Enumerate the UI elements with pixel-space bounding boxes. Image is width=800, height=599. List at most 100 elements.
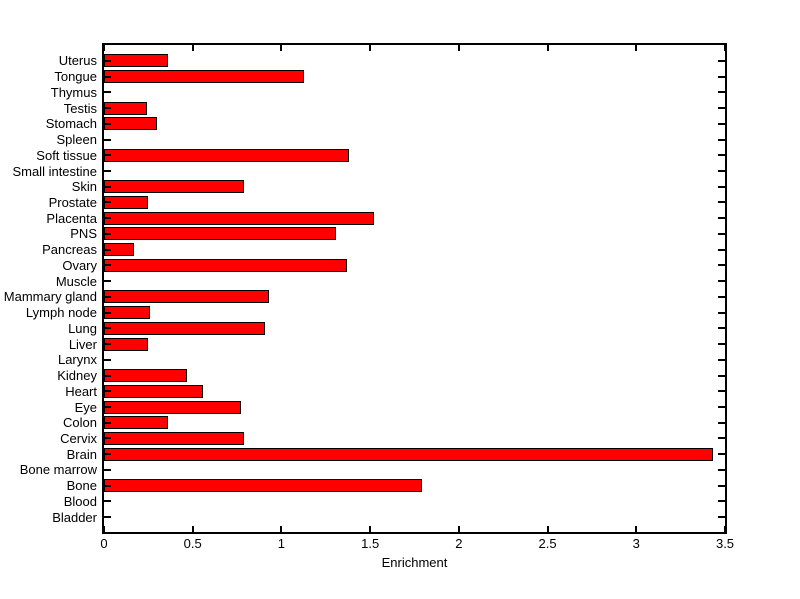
y-tick-right [718,390,725,393]
bar-row [104,100,725,116]
y-tick-left [104,327,111,330]
bar-row [104,352,725,368]
y-tick-label: Bone [66,478,97,494]
y-tick-left [104,437,111,440]
bar-row [104,179,725,195]
x-tick-top [724,45,726,51]
bar-row [104,69,725,85]
y-tick-right [718,107,725,110]
bar [104,447,713,461]
y-tick-label: Soft tissue [36,147,97,163]
y-tick-left [104,201,111,204]
x-tick-top [191,45,194,51]
bar-row [104,226,725,242]
bar-row [104,258,725,274]
x-tick-label: 3.5 [715,536,735,551]
y-tick-right [718,453,725,456]
y-tick-left [104,390,111,393]
bar [104,321,266,335]
bar [104,400,241,414]
bar-row [104,163,725,179]
y-tick-label: Lung [68,320,97,336]
y-tick-right [718,421,725,424]
bar-row [104,273,725,289]
y-tick-left [104,421,111,424]
y-tick-label: Bone marrow [19,462,97,478]
x-tick-bottom [369,526,372,532]
y-tick-right [718,374,725,377]
y-axis-category-labels: Uterus Tongue Thymus Testis Stomach Spleen Sof… [0,45,97,532]
y-tick-left [104,185,111,188]
y-tick-label: Skin [71,179,97,195]
y-tick-label: Cervix [60,430,97,446]
bar-row [104,462,725,478]
y-tick-left [104,264,111,267]
y-tick-right [718,201,725,204]
y-tick-left [104,500,111,503]
y-tick-left [104,59,111,62]
bar [104,227,337,241]
x-tick-label: 1.5 [361,536,380,551]
y-tick-label: Muscle [55,273,97,289]
y-tick-label: Prostate [48,194,97,210]
y-tick-right [718,170,725,172]
y-tick-label: Larynx [57,352,97,368]
y-tick-right [718,311,725,314]
y-tick-label: Pancreas [42,242,97,258]
bar-row [104,195,725,211]
bar [104,70,305,84]
x-tick-top [457,45,460,51]
y-tick-left [104,453,111,456]
bar-row [104,320,725,336]
bar-row [104,53,725,69]
bar-row [104,478,725,494]
bar-row [104,210,725,226]
bar-row [104,84,725,100]
y-tick-right [718,500,725,503]
y-tick-left [104,406,111,409]
y-tick-label: Colon [63,415,97,431]
y-tick-label: Placenta [46,210,97,226]
x-tick-label: 0.5 [183,536,202,551]
y-tick-right [718,59,725,62]
y-tick-left [104,232,111,235]
y-tick-left [104,138,111,141]
y-tick-right [718,217,725,220]
bar-row [104,383,725,399]
bar-rows-container [104,45,725,532]
y-tick-label: PNS [70,226,97,242]
y-tick-right [718,343,725,346]
bar-row [104,147,725,163]
x-tick-bottom [280,526,283,532]
bar [104,211,374,225]
y-tick-right [718,484,725,487]
bar [104,117,158,131]
y-tick-right [718,358,725,361]
y-tick-label: Tongue [54,69,97,85]
bar [104,431,245,445]
y-tick-right [718,91,725,94]
bar [104,290,269,304]
y-tick-right [718,280,725,283]
y-tick-left [104,295,111,298]
y-tick-label: Small intestine [12,163,97,179]
y-tick-label: Uterus [58,53,97,69]
bar [104,180,245,194]
x-tick-bottom [457,526,460,532]
y-tick-label: Eye [74,399,97,415]
x-tick-top [546,45,549,51]
y-tick-left [104,358,111,361]
bar [104,416,168,430]
y-tick-left [104,75,111,78]
y-tick-left [104,280,111,283]
x-tick-bottom [635,526,638,532]
y-tick-label: Kidney [57,368,97,384]
y-tick-right [718,185,725,188]
bar-row [104,399,725,415]
x-tick-top [280,45,283,51]
y-tick-right [718,264,725,267]
y-tick-right [718,154,725,157]
bar [104,369,188,383]
bar-row [104,116,725,132]
x-tick-bottom [103,526,105,532]
